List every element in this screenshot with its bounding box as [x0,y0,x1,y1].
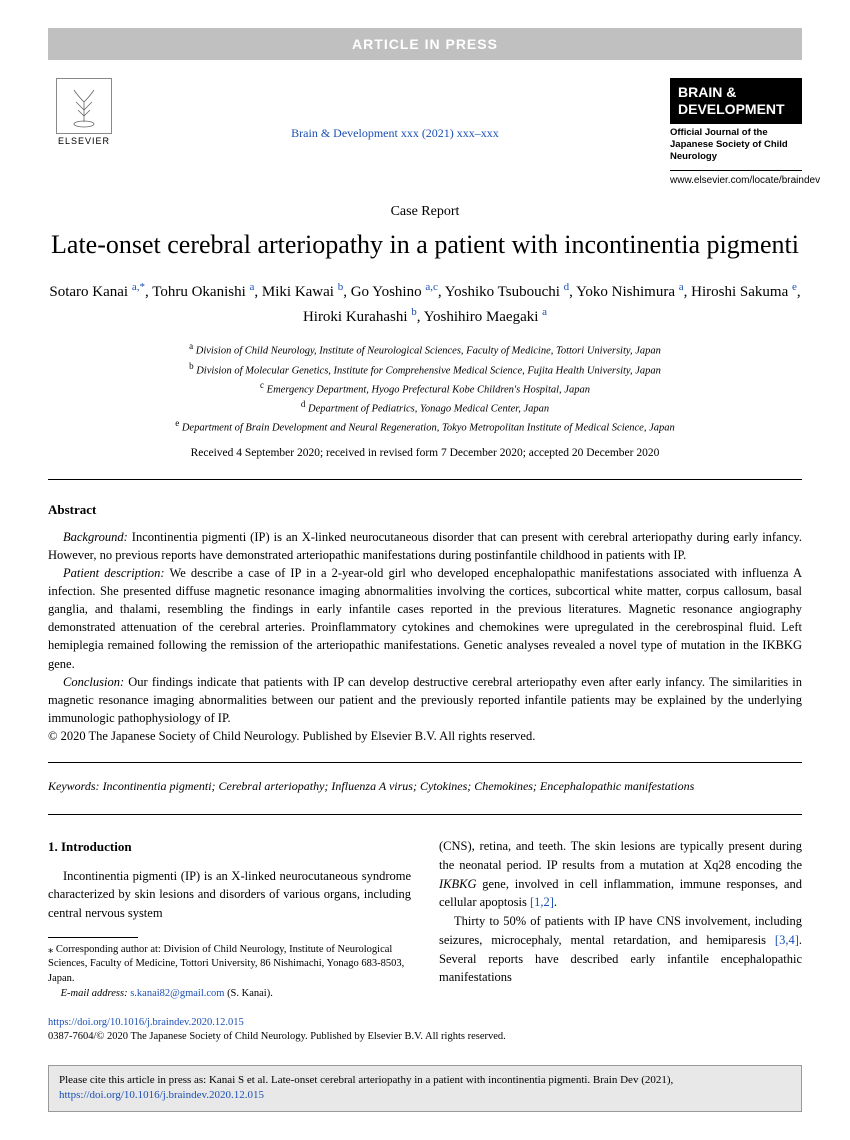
abstract-patient: We describe a case of IP in a 2-year-old… [48,566,802,671]
keywords-label: Keywords: [48,779,100,793]
badge-subtitle: Official Journal of the Japanese Society… [670,124,802,171]
affiliation-line: b Division of Molecular Genetics, Instit… [48,360,802,379]
intro-col2-p1a: (CNS), retina, and teeth. The skin lesio… [439,839,802,872]
abstract-conclusion-label: Conclusion: [63,675,124,689]
article-dates: Received 4 September 2020; received in r… [48,447,802,459]
corresponding-author-footnote: ⁎ Corresponding author at: Division of C… [48,943,411,987]
rule-top [48,479,802,480]
issn-copyright: 0387-7604/© 2020 The Japanese Society of… [48,1031,506,1042]
email-footnote: E-mail address: s.kanai82@gmail.com (S. … [48,987,411,1002]
abstract-patient-label: Patient description: [63,566,165,580]
keywords: Keywords: Incontinentia pigmenti; Cerebr… [48,779,802,794]
author-email[interactable]: s.kanai82@gmail.com [130,988,224,999]
authors: Sotaro Kanai a,*, Tohru Okanishi a, Miki… [48,279,802,328]
intro-col2-p2a: Thirty to 50% of patients with IP have C… [439,914,802,947]
elsevier-tree-icon [56,78,112,134]
ref-link-34[interactable]: [3,4] [775,933,799,947]
intro-paragraph-1: Incontinentia pigmenti (IP) is an X-link… [48,867,411,923]
journal-badge: BRAIN & DEVELOPMENT Official Journal of … [670,78,802,186]
abstract-background-label: Background: [63,530,128,544]
abstract-conclusion: Our findings indicate that patients with… [48,675,802,725]
journal-url[interactable]: www.elsevier.com/locate/braindev [670,175,802,186]
cite-doi-link[interactable]: https://doi.org/10.1016/j.braindev.2020.… [59,1089,264,1101]
rule-mid [48,762,802,763]
footnote-separator [48,937,138,938]
cite-text: Please cite this article in press as: Ka… [59,1074,673,1086]
affiliation-line: c Emergency Department, Hyogo Prefectura… [48,379,802,398]
body-columns: 1. Introduction Incontinentia pigmenti (… [48,837,802,1002]
intro-col2-p1b: gene, involved in cell inflammation, imm… [439,877,802,910]
doi-block: https://doi.org/10.1016/j.braindev.2020.… [48,1016,802,1045]
ref-link-12[interactable]: [1,2] [530,895,554,909]
header-row: ELSEVIER Brain & Development xxx (2021) … [48,78,802,186]
affiliations: a Division of Child Neurology, Institute… [48,340,802,436]
citation-box: Please cite this article in press as: Ka… [48,1065,802,1112]
email-label: E-mail address: [61,988,128,999]
article-in-press-banner: ARTICLE IN PRESS [48,28,802,60]
elsevier-logo: ELSEVIER [48,78,120,156]
keywords-list: Incontinentia pigmenti; Cerebral arterio… [103,779,695,793]
abstract-heading: Abstract [48,502,802,518]
article-type: Case Report [48,204,802,220]
abstract-block: Abstract Background: Incontinentia pigme… [48,502,802,744]
badge-line1: BRAIN & [678,84,794,101]
affiliation-line: a Division of Child Neurology, Institute… [48,340,802,359]
doi-link[interactable]: https://doi.org/10.1016/j.braindev.2020.… [48,1017,244,1028]
column-right: (CNS), retina, and teeth. The skin lesio… [439,837,802,1002]
abstract-copyright: © 2020 The Japanese Society of Child Neu… [48,729,802,744]
email-suffix: (S. Kanai). [224,988,272,999]
journal-reference[interactable]: Brain & Development xxx (2021) xxx–xxx [120,78,670,141]
intro-col2-p1c: . [554,895,557,909]
introduction-heading: 1. Introduction [48,837,411,857]
rule-bottom [48,814,802,815]
affiliation-line: e Department of Brain Development and Ne… [48,417,802,436]
badge-line2: DEVELOPMENT [678,101,794,118]
abstract-background: Incontinentia pigmenti (IP) is an X-link… [48,530,802,562]
elsevier-text: ELSEVIER [58,136,110,146]
affiliation-line: d Department of Pediatrics, Yonago Medic… [48,398,802,417]
intro-gene: IKBKG [439,877,477,891]
article-title: Late-onset cerebral arteriopathy in a pa… [48,228,802,262]
column-left: 1. Introduction Incontinentia pigmenti (… [48,837,411,1002]
corr-label: ⁎ Corresponding author at: [48,944,163,955]
